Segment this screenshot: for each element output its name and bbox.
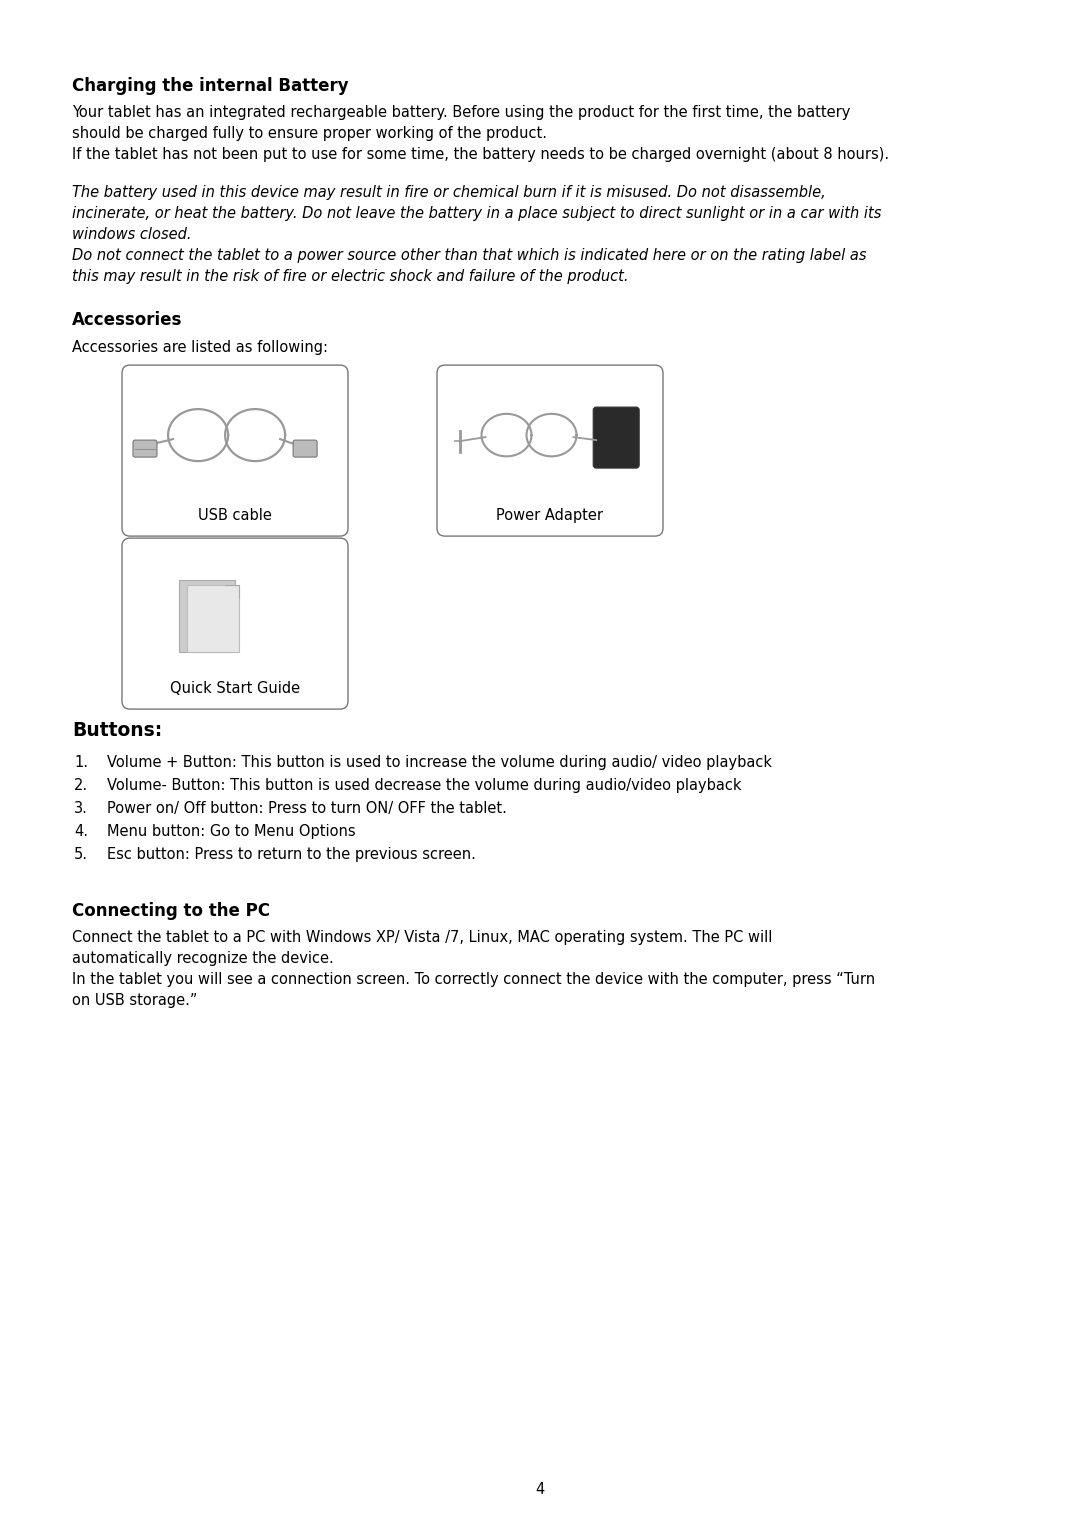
Text: 4.: 4. [75,825,87,838]
FancyBboxPatch shape [437,365,663,536]
FancyBboxPatch shape [593,408,639,469]
Text: Connecting to the PC: Connecting to the PC [72,902,270,919]
Text: The battery used in this device may result in fire or chemical burn if it is mis: The battery used in this device may resu… [72,185,826,200]
Text: Buttons:: Buttons: [72,721,162,741]
Text: Do not connect the tablet to a power source other than that which is indicated h: Do not connect the tablet to a power sou… [72,249,866,263]
Text: Charging the internal Battery: Charging the internal Battery [72,76,349,95]
Text: Menu button: Go to Menu Options: Menu button: Go to Menu Options [107,825,355,838]
Text: should be charged fully to ensure proper working of the product.: should be charged fully to ensure proper… [72,127,546,142]
FancyBboxPatch shape [122,538,348,709]
Text: 3.: 3. [75,800,87,815]
Bar [187,585,239,652]
Text: If the tablet has not been put to use for some time, the battery needs to be cha: If the tablet has not been put to use fo… [72,147,889,162]
Text: Quick Start Guide: Quick Start Guide [170,681,300,696]
Text: In the tablet you will see a connection screen. To correctly connect the device : In the tablet you will see a connection … [72,973,875,986]
Text: Power on/ Off button: Press to turn ON/ OFF the tablet.: Power on/ Off button: Press to turn ON/ … [107,800,507,815]
Text: 4: 4 [536,1483,544,1496]
Text: USB cable: USB cable [198,508,272,524]
Text: incinerate, or heat the battery. Do not leave the battery in a place subject to : incinerate, or heat the battery. Do not … [72,206,881,221]
FancyBboxPatch shape [293,440,318,457]
Text: automatically recognize the device.: automatically recognize the device. [72,951,334,967]
FancyBboxPatch shape [122,365,348,536]
Text: Accessories: Accessories [72,312,183,330]
Text: on USB storage.”: on USB storage.” [72,993,198,1008]
Bar [179,580,234,652]
Text: Esc button: Press to return to the previous screen.: Esc button: Press to return to the previ… [107,847,476,863]
Text: 5.: 5. [75,847,87,863]
Text: Volume- Button: This button is used decrease the volume during audio/video playb: Volume- Button: This button is used decr… [107,777,742,793]
Text: 1.: 1. [75,754,87,770]
FancyBboxPatch shape [133,440,157,457]
Text: Accessories are listed as following:: Accessories are listed as following: [72,339,328,354]
Text: Volume + Button: This button is used to increase the volume during audio/ video : Volume + Button: This button is used to … [107,754,772,770]
Text: Your tablet has an integrated rechargeable battery. Before using the product for: Your tablet has an integrated rechargeab… [72,105,850,121]
Text: this may result in the risk of fire or electric shock and failure of the product: this may result in the risk of fire or e… [72,269,629,284]
Text: 2.: 2. [75,777,89,793]
Text: Connect the tablet to a PC with Windows XP/ Vista /7, Linux, MAC operating syste: Connect the tablet to a PC with Windows … [72,930,772,945]
Text: Power Adapter: Power Adapter [497,508,604,524]
Text: windows closed.: windows closed. [72,228,191,243]
